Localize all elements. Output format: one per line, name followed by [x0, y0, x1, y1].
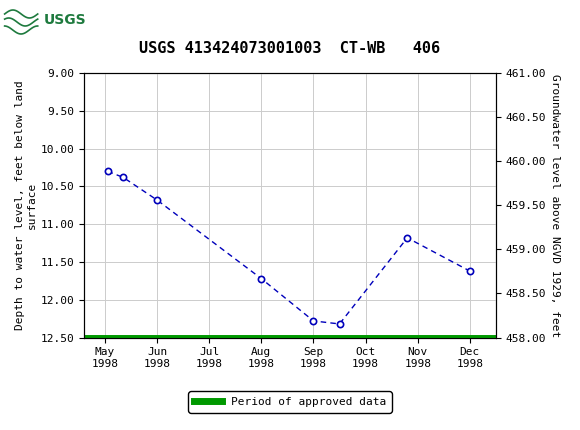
Y-axis label: Groundwater level above NGVD 1929, feet: Groundwater level above NGVD 1929, feet	[550, 74, 560, 337]
Text: USGS 413424073001003  CT-WB   406: USGS 413424073001003 CT-WB 406	[139, 41, 441, 56]
Legend: Period of approved data: Period of approved data	[188, 391, 392, 413]
Bar	[3, 3, 78, 37]
Y-axis label: Depth to water level, feet below land
surface: Depth to water level, feet below land su…	[15, 80, 37, 330]
Text: USGS: USGS	[44, 13, 86, 27]
